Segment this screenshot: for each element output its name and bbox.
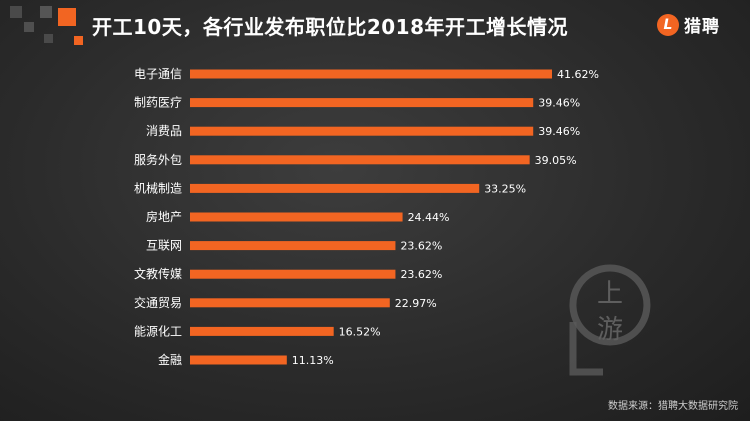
brand-logo: L 猎聘 — [657, 12, 720, 37]
value-label: 23.62% — [400, 240, 442, 253]
bar — [190, 298, 390, 308]
bar — [190, 212, 403, 222]
category-label: 制药医疗 — [134, 96, 182, 110]
category-label: 交通贸易 — [134, 295, 182, 310]
bar — [190, 326, 334, 336]
category-label: 互联网 — [146, 239, 182, 253]
value-label: 22.97% — [395, 297, 437, 310]
bar — [190, 155, 530, 165]
value-label: 11.13% — [292, 354, 334, 367]
category-label: 服务外包 — [134, 152, 182, 167]
watermark-char-1: 上 — [597, 279, 623, 309]
brand-mark-letter: L — [663, 16, 673, 33]
bar — [190, 355, 287, 365]
category-label: 机械制造 — [134, 180, 182, 195]
bar — [190, 69, 552, 79]
bar — [190, 126, 534, 136]
value-label: 24.44% — [408, 211, 450, 224]
value-label: 23.62% — [400, 268, 442, 281]
bar — [190, 241, 396, 251]
liepin-logo-icon: L — [657, 13, 679, 36]
category-label: 电子通信 — [134, 67, 182, 81]
category-label: 金融 — [158, 352, 182, 367]
value-label: 33.25% — [484, 182, 526, 195]
bar — [190, 98, 534, 108]
bar — [190, 183, 480, 193]
value-label: 39.05% — [535, 154, 577, 167]
value-label: 39.46% — [538, 125, 580, 138]
page-title: 开工10天，各行业发布职位比2018年开工增长情况 — [92, 15, 568, 39]
value-label: 41.62% — [557, 68, 599, 81]
category-label: 文教传媒 — [134, 266, 182, 281]
category-label: 消费品 — [146, 124, 182, 138]
watermark-char-2: 游 — [597, 315, 623, 345]
data-source-note: 数据来源：猎聘大数据研究院 — [608, 401, 738, 412]
decorative-cubes-icon — [10, 6, 83, 45]
shangyou-watermark-icon: 上 游 — [569, 264, 651, 376]
category-label: 能源化工 — [134, 324, 182, 338]
bar — [190, 269, 396, 279]
value-label: 39.46% — [538, 97, 580, 110]
category-label: 房地产 — [146, 209, 182, 224]
brand-name: 猎聘 — [684, 17, 720, 37]
value-label: 16.52% — [339, 325, 381, 338]
